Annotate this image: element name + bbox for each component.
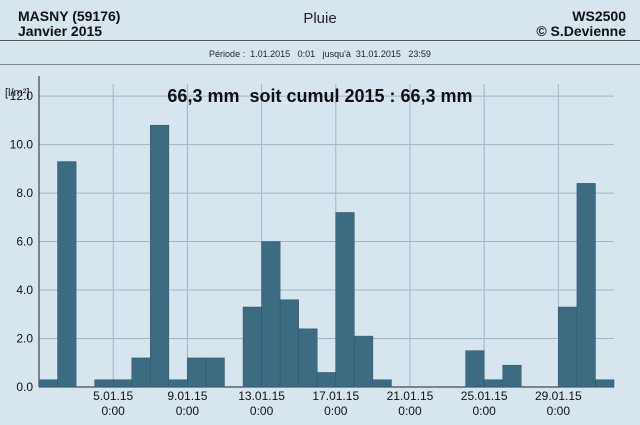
station-name: MASNY (59176) <box>18 8 121 24</box>
y-tick-label: 2.0 <box>16 332 33 346</box>
bar <box>558 306 578 388</box>
x-tick-time: 0:00 <box>176 404 200 418</box>
bar <box>38 379 58 388</box>
x-tick-time: 0:00 <box>250 404 274 418</box>
bar <box>94 379 114 388</box>
x-tick-date: 5.01.15 <box>93 389 133 403</box>
bar <box>205 357 225 388</box>
bar <box>502 364 522 388</box>
x-tick-date: 17.01.15 <box>312 389 359 403</box>
bar <box>261 241 281 388</box>
header-divider <box>0 40 640 41</box>
x-tick-date: 9.01.15 <box>167 389 207 403</box>
x-tick-time: 0:00 <box>547 404 571 418</box>
chart-title: Pluie <box>303 10 337 27</box>
rain-bar-chart: [l/m²]0.02.04.06.08.010.012.05.01.150:00… <box>5 76 615 418</box>
y-tick-label: 10.0 <box>10 138 34 152</box>
y-tick-label: 4.0 <box>16 283 33 297</box>
x-tick-date: 25.01.15 <box>461 389 508 403</box>
chart-header: MASNY (59176) Janvier 2015 Pluie WS2500 … <box>0 0 640 44</box>
bar <box>298 328 318 388</box>
x-tick-date: 21.01.15 <box>387 389 434 403</box>
bar <box>316 372 337 388</box>
bar <box>354 335 374 388</box>
y-tick-label: 6.0 <box>16 235 33 249</box>
copyright: © S.Devienne <box>536 23 626 39</box>
month-label: Janvier 2015 <box>18 23 103 39</box>
period-divider <box>0 64 640 65</box>
bar <box>576 183 596 388</box>
bar <box>187 357 207 388</box>
x-tick-date: 29.01.15 <box>535 389 582 403</box>
x-tick-time: 0:00 <box>324 404 348 418</box>
bar <box>168 379 188 388</box>
x-tick-time: 0:00 <box>472 404 496 418</box>
bar <box>595 379 615 388</box>
bar <box>465 350 485 388</box>
y-tick-label: 8.0 <box>16 186 33 200</box>
bar <box>372 379 392 388</box>
x-tick-date: 13.01.15 <box>238 389 285 403</box>
bar <box>150 124 170 388</box>
bar <box>57 161 77 388</box>
bar <box>335 212 355 388</box>
x-tick-time: 0:00 <box>398 404 422 418</box>
bar <box>112 379 132 388</box>
station-model: WS2500 <box>572 8 626 24</box>
bar <box>483 379 503 388</box>
y-axis-label: [l/m²] <box>5 87 29 99</box>
total-annotation: 66,3 mm soit cumul 2015 : 66,3 mm <box>167 86 473 106</box>
x-tick-time: 0:00 <box>102 404 126 418</box>
y-tick-label: 12.0 <box>10 89 34 103</box>
bar <box>131 357 151 388</box>
bar <box>242 306 262 388</box>
period-label: Période : 1.01.2015 0:01 jusqu'à 31.01.2… <box>209 49 431 59</box>
y-tick-label: 0.0 <box>16 380 33 394</box>
bar <box>279 299 299 388</box>
